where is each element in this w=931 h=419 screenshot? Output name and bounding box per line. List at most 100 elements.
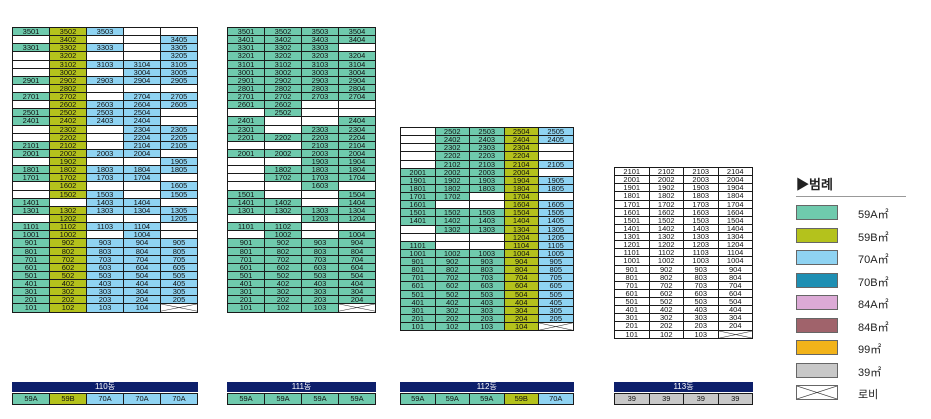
- unit-903: 903: [684, 265, 719, 274]
- empty-cell: [265, 190, 302, 199]
- unit-1003: 1003: [684, 257, 719, 266]
- unit-203: 203: [470, 314, 505, 324]
- empty-cell: [161, 28, 198, 37]
- unit-602: 602: [435, 282, 470, 291]
- unit-304: 304: [339, 288, 376, 297]
- unit-502: 502: [435, 290, 470, 299]
- unit-2702: 2702: [50, 93, 87, 102]
- unit-701: 701: [615, 281, 650, 290]
- unit-2304: 2304: [504, 144, 539, 153]
- unit-2501: 2501: [13, 109, 50, 118]
- empty-cell: [265, 158, 302, 167]
- legend-label: 로비: [858, 389, 879, 401]
- unit-804: 804: [504, 266, 539, 275]
- legend-99: 99㎡: [796, 339, 906, 357]
- empty-cell: [124, 158, 161, 167]
- empty-cell: [302, 117, 339, 126]
- unit-804: 804: [124, 247, 161, 256]
- unit-603: 603: [87, 263, 124, 272]
- empty-cell: [401, 225, 436, 234]
- unit-2604: 2604: [124, 101, 161, 110]
- legend-lobby: 로비: [796, 384, 906, 402]
- legend-59a: 59A㎡: [796, 204, 906, 222]
- unit-504: 504: [718, 298, 753, 307]
- unit-102: 102: [50, 304, 87, 313]
- unit-501: 501: [401, 290, 436, 299]
- unit-type-cell: 59A: [339, 394, 376, 405]
- unit-1505: 1505: [161, 190, 198, 199]
- empty-cell: [13, 84, 50, 94]
- empty-cell: [228, 214, 265, 224]
- unit-1101: 1101: [615, 249, 650, 258]
- unit-1702: 1702: [435, 193, 470, 202]
- empty-cell: [87, 52, 124, 61]
- empty-cell: [87, 141, 124, 150]
- unit-1002: 1002: [50, 231, 87, 240]
- unit-601: 601: [13, 263, 50, 272]
- unit-1801: 1801: [13, 166, 50, 175]
- unit-904: 904: [124, 239, 161, 248]
- unit-3405: 3405: [161, 36, 198, 45]
- empty-cell: [87, 231, 124, 240]
- empty-cell: [401, 128, 436, 137]
- empty-cell: [265, 125, 302, 134]
- legend: ▶범례 59A㎡ 59B㎡ 70A㎡ 70B㎡ 84A㎡ 84B㎡ 99㎡ 39㎡ 로비: [796, 176, 906, 401]
- unit-1205: 1205: [539, 233, 574, 242]
- unit-2203: 2203: [302, 133, 339, 142]
- empty-cell: [13, 101, 50, 110]
- unit-1301: 1301: [228, 206, 265, 215]
- unit-1204: 1204: [718, 241, 753, 250]
- unit-701: 701: [13, 255, 50, 264]
- unit-1401: 1401: [228, 198, 265, 207]
- unit-3301: 3301: [13, 44, 50, 53]
- unit-303: 303: [87, 288, 124, 297]
- empty-cell: [87, 133, 124, 142]
- unit-2601: 2601: [228, 101, 265, 110]
- unit-type-cell: 39: [684, 394, 719, 405]
- unit-2504: 2504: [504, 128, 539, 137]
- unit-704: 704: [339, 255, 376, 264]
- unit-1304: 1304: [718, 233, 753, 242]
- unit-2502: 2502: [435, 128, 470, 137]
- unit-501: 501: [228, 271, 265, 281]
- unit-801: 801: [401, 266, 436, 275]
- unit-2704: 2704: [124, 93, 161, 102]
- unit-1804: 1804: [718, 192, 753, 201]
- unit-404: 404: [504, 298, 539, 307]
- unit-702: 702: [265, 255, 302, 264]
- unit-1905: 1905: [161, 158, 198, 167]
- unit-1401: 1401: [401, 217, 436, 226]
- unit-2103: 2103: [302, 141, 339, 150]
- unit-1404: 1404: [339, 198, 376, 207]
- unit-2103: 2103: [684, 168, 719, 177]
- lobby-cell: [718, 330, 753, 339]
- unit-1803: 1803: [470, 184, 505, 194]
- building-110: 3501 3502 3503 3402 3405 3301 3302 3303 3305 3202…: [12, 27, 198, 313]
- empty-cell: [124, 36, 161, 45]
- unit-2502: 2502: [265, 109, 302, 118]
- empty-cell: [13, 158, 50, 167]
- unit-type-cell: 59A: [302, 394, 339, 405]
- unit-1104: 1104: [504, 241, 539, 250]
- unit-605: 605: [161, 263, 198, 272]
- unit-805: 805: [539, 266, 574, 275]
- unit-type-row: 39 39 39 39: [614, 393, 753, 405]
- unit-1904: 1904: [339, 158, 376, 167]
- unit-2503: 2503: [470, 128, 505, 137]
- unit-504: 504: [339, 271, 376, 281]
- unit-1603: 1603: [684, 208, 719, 217]
- empty-cell: [13, 125, 50, 134]
- unit-1502: 1502: [649, 216, 684, 225]
- unit-2703: 2703: [302, 93, 339, 102]
- unit-2103: 2103: [470, 160, 505, 169]
- unit-102: 102: [435, 323, 470, 332]
- unit-1803: 1803: [87, 166, 124, 175]
- unit-204: 204: [339, 296, 376, 305]
- unit-802: 802: [50, 247, 87, 256]
- unit-201: 201: [228, 296, 265, 305]
- unit-2002: 2002: [435, 168, 470, 177]
- unit-type-cell: 59A: [401, 394, 436, 405]
- unit-201: 201: [13, 296, 50, 305]
- unit-1605: 1605: [161, 182, 198, 191]
- empty-cell: [265, 117, 302, 126]
